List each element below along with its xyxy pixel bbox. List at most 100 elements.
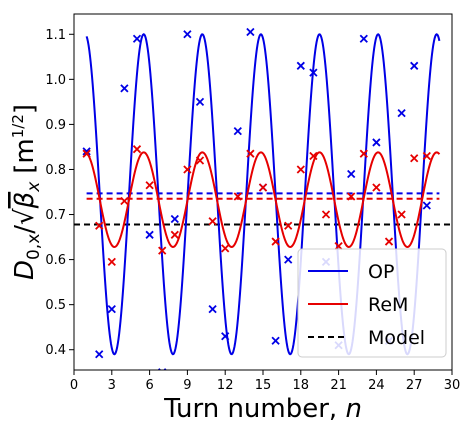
- rem-data-point: [384, 237, 394, 246]
- x-tick-label: 0: [70, 378, 78, 393]
- op-point-stroke: [132, 34, 142, 43]
- op-point-stroke: [221, 332, 230, 341]
- rem-point-stroke: [372, 183, 381, 192]
- rem-data-point: [422, 151, 431, 161]
- rem-point-stroke: [309, 151, 318, 161]
- op-point-stroke: [246, 27, 255, 37]
- x-tick-label: 27: [406, 378, 423, 393]
- op-point-stroke: [397, 109, 406, 118]
- rem-point-stroke: [321, 210, 331, 219]
- op-point-stroke: [271, 336, 280, 345]
- rem-point-stroke: [334, 241, 343, 251]
- rem-data-point: [296, 165, 305, 174]
- op-data-point: [208, 305, 217, 314]
- x-tick-label: 18: [293, 378, 310, 393]
- rem-data-point: [183, 165, 192, 174]
- x-tick-label: 30: [444, 378, 461, 393]
- op-data-point: [372, 138, 381, 147]
- op-point-stroke: [372, 138, 381, 147]
- rem-data-point: [284, 221, 293, 230]
- rem-data-point: [208, 217, 217, 226]
- x-tick-label: 24: [368, 378, 385, 393]
- op-data-point: [309, 68, 318, 77]
- rem-data-point: [258, 183, 268, 192]
- op-data-point: [221, 332, 230, 341]
- rem-point-stroke: [384, 237, 394, 246]
- rem-data-point: [158, 246, 167, 255]
- rem-data-point: [309, 151, 318, 161]
- op-data-point: [284, 255, 293, 264]
- op-point-stroke: [410, 61, 419, 70]
- x-tick-label: 15: [255, 378, 272, 393]
- op-point-stroke: [233, 127, 242, 136]
- rem-data-point: [195, 156, 205, 165]
- op-data-point: [107, 305, 116, 314]
- y-axis-label: D0,x/√βx[m1/2]: [9, 104, 44, 280]
- x-tick-label: 21: [330, 378, 347, 393]
- op-data-point: [422, 201, 431, 210]
- y-tick-label: 0.4: [45, 343, 66, 358]
- rem-point-stroke: [195, 156, 205, 165]
- x-tick-label: 9: [183, 378, 191, 393]
- op-point-stroke: [208, 305, 217, 314]
- x-tick-label: 3: [108, 378, 116, 393]
- op-point-stroke: [82, 147, 91, 156]
- op-data-point: [271, 336, 280, 345]
- op-data-point: [233, 127, 242, 136]
- rem-point-stroke: [359, 149, 368, 158]
- op-data-point: [132, 34, 142, 43]
- op-point-stroke: [296, 61, 305, 70]
- rem-point-stroke: [183, 165, 192, 174]
- rem-point-stroke: [410, 154, 419, 163]
- y-tick-label: 1.1: [45, 28, 66, 43]
- rem-point-stroke: [271, 237, 280, 246]
- y-tick-label: 0.6: [45, 253, 66, 268]
- op-data-point: [359, 34, 368, 43]
- op-point-stroke: [107, 305, 116, 314]
- x-tick-label: 6: [145, 378, 153, 393]
- y-tick-label: 0.9: [45, 118, 66, 133]
- rem-data-point: [372, 183, 381, 192]
- op-point-stroke: [284, 255, 293, 264]
- rem-data-point: [321, 210, 331, 219]
- rem-point-stroke: [397, 210, 406, 219]
- rem-data-point: [271, 237, 280, 246]
- rem-point-stroke: [132, 145, 142, 154]
- rem-point-stroke: [422, 151, 431, 161]
- rem-point-stroke: [347, 192, 356, 201]
- op-data-point: [170, 214, 179, 224]
- rem-point-stroke: [145, 181, 154, 190]
- rem-point-stroke: [82, 149, 91, 158]
- op-data-point: [82, 147, 91, 156]
- op-point-stroke: [347, 169, 356, 179]
- legend-rem-label: ReM: [368, 294, 408, 316]
- axis-ticks: 0 3 6 9 12 15 18 21 24 27 30 0.4 0.5 0.6 0.7 0.8 0.9 1.0 1…: [45, 28, 460, 393]
- op-data-point: [195, 97, 205, 107]
- x-tick-label: 12: [217, 378, 234, 393]
- op-point-stroke: [359, 34, 368, 43]
- rem-data-point: [170, 230, 179, 239]
- op-data-point: [95, 350, 104, 359]
- legend: OP ReM Model: [297, 248, 447, 358]
- op-point-stroke: [183, 30, 192, 39]
- legend-model-label: Model: [368, 327, 425, 349]
- op-point-stroke: [170, 214, 179, 224]
- rem-point-stroke: [158, 246, 167, 255]
- rem-point-stroke: [246, 149, 255, 158]
- op-point-stroke: [422, 201, 431, 210]
- rem-point-stroke: [95, 221, 104, 230]
- op-point-stroke: [120, 84, 129, 93]
- y-tick-label: 0.5: [45, 298, 66, 313]
- rem-point-stroke: [258, 183, 268, 192]
- op-fit-curve: [85, 33, 441, 356]
- op-data-point: [120, 84, 129, 93]
- y-tick-label: 1.0: [45, 73, 66, 88]
- op-data-point: [145, 230, 154, 239]
- x-axis-label: Turn number, n: [163, 394, 362, 423]
- rem-data-point: [145, 181, 154, 190]
- rem-point-stroke: [170, 230, 179, 239]
- legend-box: [297, 248, 447, 358]
- op-data-point: [183, 30, 192, 39]
- rem-point-stroke: [107, 257, 116, 266]
